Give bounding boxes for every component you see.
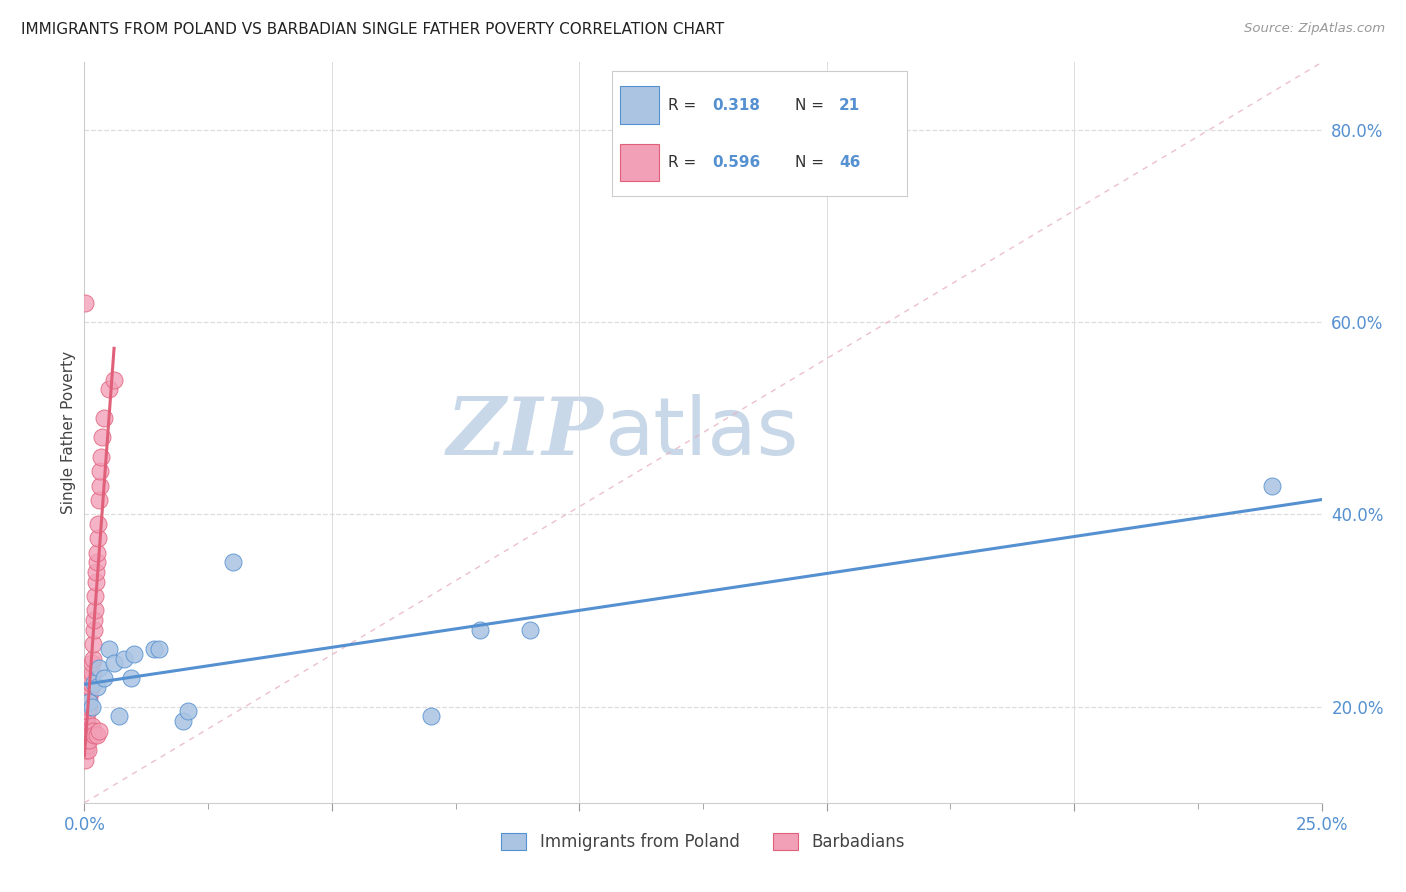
Point xyxy=(77,705,100,719)
Point xyxy=(83,675,105,690)
Text: N =: N = xyxy=(794,97,828,112)
Point xyxy=(79,681,101,695)
Point xyxy=(108,709,131,723)
Point xyxy=(84,565,107,579)
Text: ZIP: ZIP xyxy=(447,394,605,471)
Point xyxy=(83,613,105,627)
Point xyxy=(75,752,97,766)
Point xyxy=(89,464,111,478)
Point xyxy=(142,642,165,657)
Point xyxy=(93,671,115,685)
Point xyxy=(86,729,108,743)
Text: 46: 46 xyxy=(839,155,860,170)
Point xyxy=(80,699,103,714)
Point xyxy=(80,719,103,733)
Point xyxy=(122,647,145,661)
Point xyxy=(177,705,200,719)
Point xyxy=(93,411,115,425)
Point xyxy=(103,373,125,387)
Point xyxy=(75,743,97,757)
Text: 0.318: 0.318 xyxy=(711,97,761,112)
Text: IMMIGRANTS FROM POLAND VS BARBADIAN SINGLE FATHER POVERTY CORRELATION CHART: IMMIGRANTS FROM POLAND VS BARBADIAN SING… xyxy=(21,22,724,37)
Text: atlas: atlas xyxy=(605,393,799,472)
Point xyxy=(82,723,104,738)
Point xyxy=(112,651,135,665)
Point xyxy=(79,723,101,738)
Point xyxy=(519,623,541,637)
Point xyxy=(83,623,105,637)
Point xyxy=(90,430,112,444)
Point xyxy=(75,733,97,747)
Point xyxy=(76,738,98,752)
Point xyxy=(77,743,100,757)
Point xyxy=(98,642,121,657)
Point xyxy=(75,295,97,310)
Point xyxy=(80,675,103,690)
Text: Source: ZipAtlas.com: Source: ZipAtlas.com xyxy=(1244,22,1385,36)
Point xyxy=(172,714,194,728)
Text: 0.596: 0.596 xyxy=(711,155,761,170)
Point xyxy=(98,382,121,396)
Point xyxy=(79,733,101,747)
Point xyxy=(86,546,108,560)
Legend: Immigrants from Poland, Barbadians: Immigrants from Poland, Barbadians xyxy=(495,826,911,857)
Text: 21: 21 xyxy=(839,97,860,112)
Point xyxy=(83,729,105,743)
Point xyxy=(77,699,100,714)
Point xyxy=(86,556,108,570)
Point xyxy=(79,690,101,704)
Point xyxy=(87,532,110,546)
Point xyxy=(470,623,492,637)
Point xyxy=(222,556,245,570)
Point xyxy=(82,651,104,665)
Text: N =: N = xyxy=(794,155,828,170)
Text: R =: R = xyxy=(668,97,700,112)
Point xyxy=(1261,478,1284,492)
Bar xyxy=(620,144,659,181)
Point xyxy=(76,723,98,738)
Point xyxy=(148,642,170,657)
Y-axis label: Single Father Poverty: Single Father Poverty xyxy=(60,351,76,514)
Point xyxy=(82,637,104,651)
Point xyxy=(79,695,101,709)
Point xyxy=(80,671,103,685)
Point xyxy=(83,603,105,617)
Point xyxy=(73,729,96,743)
Point xyxy=(76,714,98,728)
Text: R =: R = xyxy=(668,155,700,170)
Point xyxy=(84,574,107,589)
Point xyxy=(87,516,110,531)
Point xyxy=(103,657,125,671)
Point xyxy=(89,478,111,492)
Point xyxy=(89,492,111,507)
Point xyxy=(120,671,142,685)
Point xyxy=(79,685,101,699)
Point xyxy=(82,657,104,671)
Point xyxy=(89,723,111,738)
Point xyxy=(90,450,112,464)
Point xyxy=(80,665,103,680)
Bar xyxy=(620,87,659,124)
Point xyxy=(89,661,111,675)
Point xyxy=(76,719,98,733)
Point xyxy=(86,681,108,695)
Point xyxy=(419,709,441,723)
Point xyxy=(84,589,107,603)
